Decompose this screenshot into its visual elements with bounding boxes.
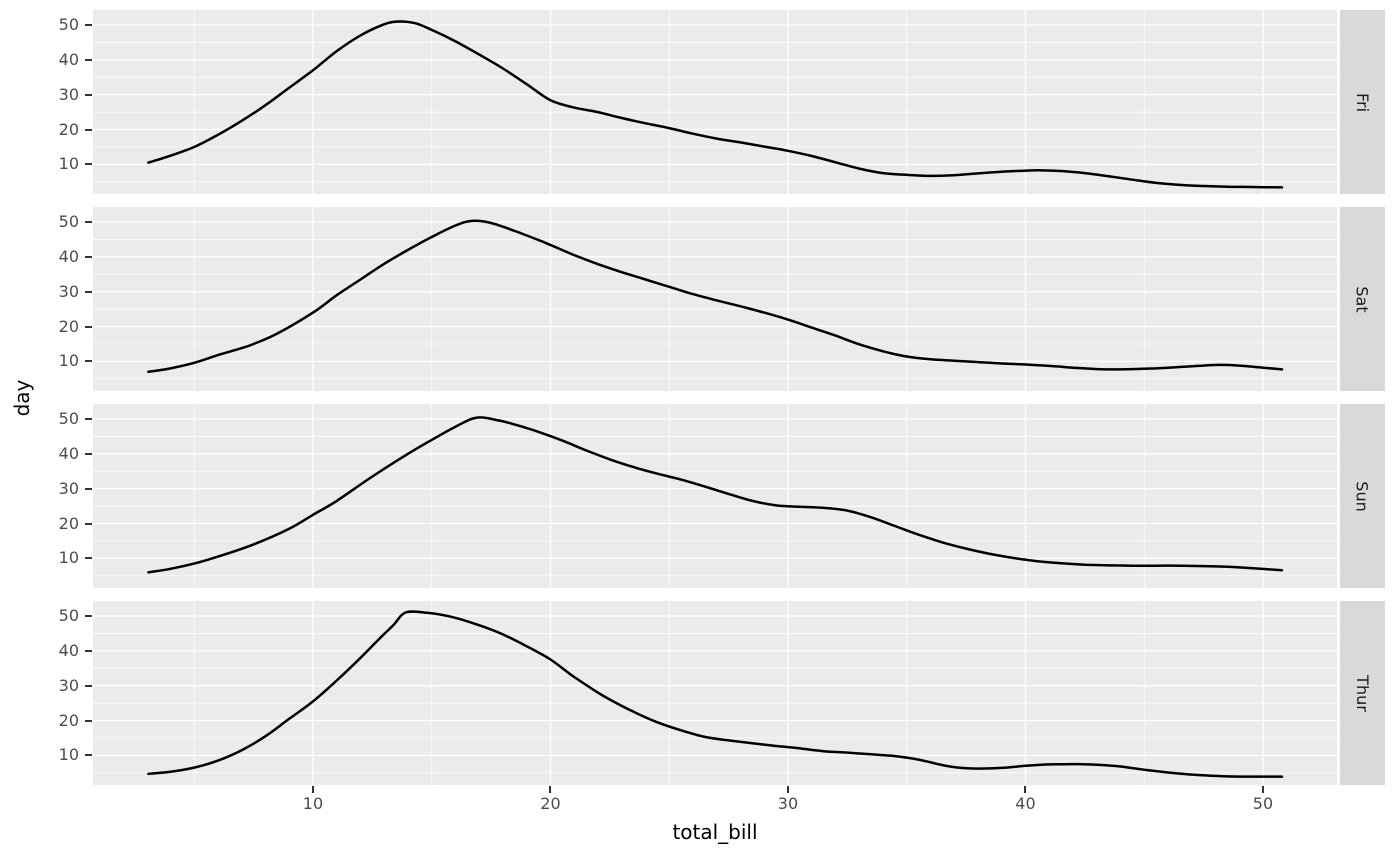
y-tick-mark [85, 163, 92, 166]
y-tick-mark [85, 128, 92, 131]
y-tick-mark [85, 649, 92, 652]
x-axis-title: total_bill [672, 820, 758, 844]
x-tick-label: 30 [777, 794, 799, 813]
density-curve-fri [147, 20, 1284, 189]
facet-strip-label: Sat [1352, 285, 1372, 313]
y-tick-label: 20 [58, 710, 79, 730]
y-tick-mark [85, 487, 92, 490]
facet-strip-label: Thur [1352, 674, 1372, 712]
y-tick-mark [85, 719, 92, 722]
y-tick-mark [85, 614, 92, 617]
y-tick-label: 50 [58, 14, 79, 34]
y-tick-label: 50 [58, 605, 79, 625]
facet-strip-thur: Thur [1340, 601, 1385, 785]
y-tick-label: 40 [58, 443, 79, 463]
y-tick-mark [85, 754, 92, 757]
density-curve-thur [147, 610, 1284, 778]
facet-plot-area [93, 601, 1337, 785]
y-tick-mark [85, 452, 92, 455]
y-tick-label: 50 [58, 211, 79, 231]
x-tick-label: 40 [1015, 794, 1036, 813]
facet-panel-thur [93, 601, 1337, 785]
facet-panel-fri [93, 10, 1337, 194]
x-tick-mark [549, 786, 552, 793]
facet-strip-fri: Fri [1340, 10, 1385, 194]
x-tick-label: 20 [540, 794, 561, 813]
y-tick-mark [85, 325, 92, 328]
y-tick-mark [85, 93, 92, 96]
x-tick-mark [1261, 786, 1264, 793]
y-tick-mark [85, 360, 92, 363]
facet-strip-label: Sun [1353, 480, 1372, 512]
facet-plot-area [93, 207, 1337, 391]
y-tick-mark [85, 417, 92, 420]
y-tick-mark [85, 58, 92, 61]
y-tick-mark [85, 522, 92, 525]
y-tick-mark [85, 290, 92, 293]
y-tick-label: 10 [58, 745, 79, 765]
facet-strip-sat: Sat [1340, 207, 1385, 391]
y-tick-label: 10 [58, 154, 79, 174]
y-tick-mark [85, 23, 92, 26]
y-tick-mark [85, 220, 92, 223]
y-tick-label: 20 [58, 119, 79, 139]
y-tick-label: 10 [58, 351, 79, 371]
y-tick-label: 40 [58, 640, 79, 660]
facet-plot-area [93, 404, 1337, 588]
y-tick-label: 30 [58, 478, 79, 498]
y-tick-label: 30 [58, 675, 79, 695]
density-curve-sat [147, 219, 1284, 374]
y-tick-label: 30 [58, 84, 79, 104]
density-curve-sun [147, 416, 1284, 574]
facet-strip-label: Fri [1353, 92, 1372, 112]
y-tick-label: 40 [58, 246, 79, 266]
y-tick-label: 30 [58, 281, 79, 301]
x-tick-mark [311, 786, 314, 793]
facet-panel-sat [93, 207, 1337, 391]
y-tick-label: 50 [58, 408, 79, 428]
facet-plot-area [93, 10, 1337, 194]
y-tick-label: 40 [58, 49, 79, 69]
y-tick-mark [85, 557, 92, 560]
facet-strip-sun: Sun [1340, 404, 1385, 588]
y-axis-title: day [10, 379, 34, 416]
y-tick-mark [85, 255, 92, 258]
x-tick-label: 10 [302, 794, 324, 813]
x-tick-label: 50 [1252, 794, 1274, 813]
y-tick-label: 20 [58, 316, 79, 336]
x-tick-mark [1024, 786, 1027, 793]
y-tick-label: 10 [58, 548, 79, 568]
x-tick-mark [786, 786, 789, 793]
y-tick-mark [85, 684, 92, 687]
facet-panel-sun [93, 404, 1337, 588]
y-tick-label: 20 [58, 513, 79, 533]
